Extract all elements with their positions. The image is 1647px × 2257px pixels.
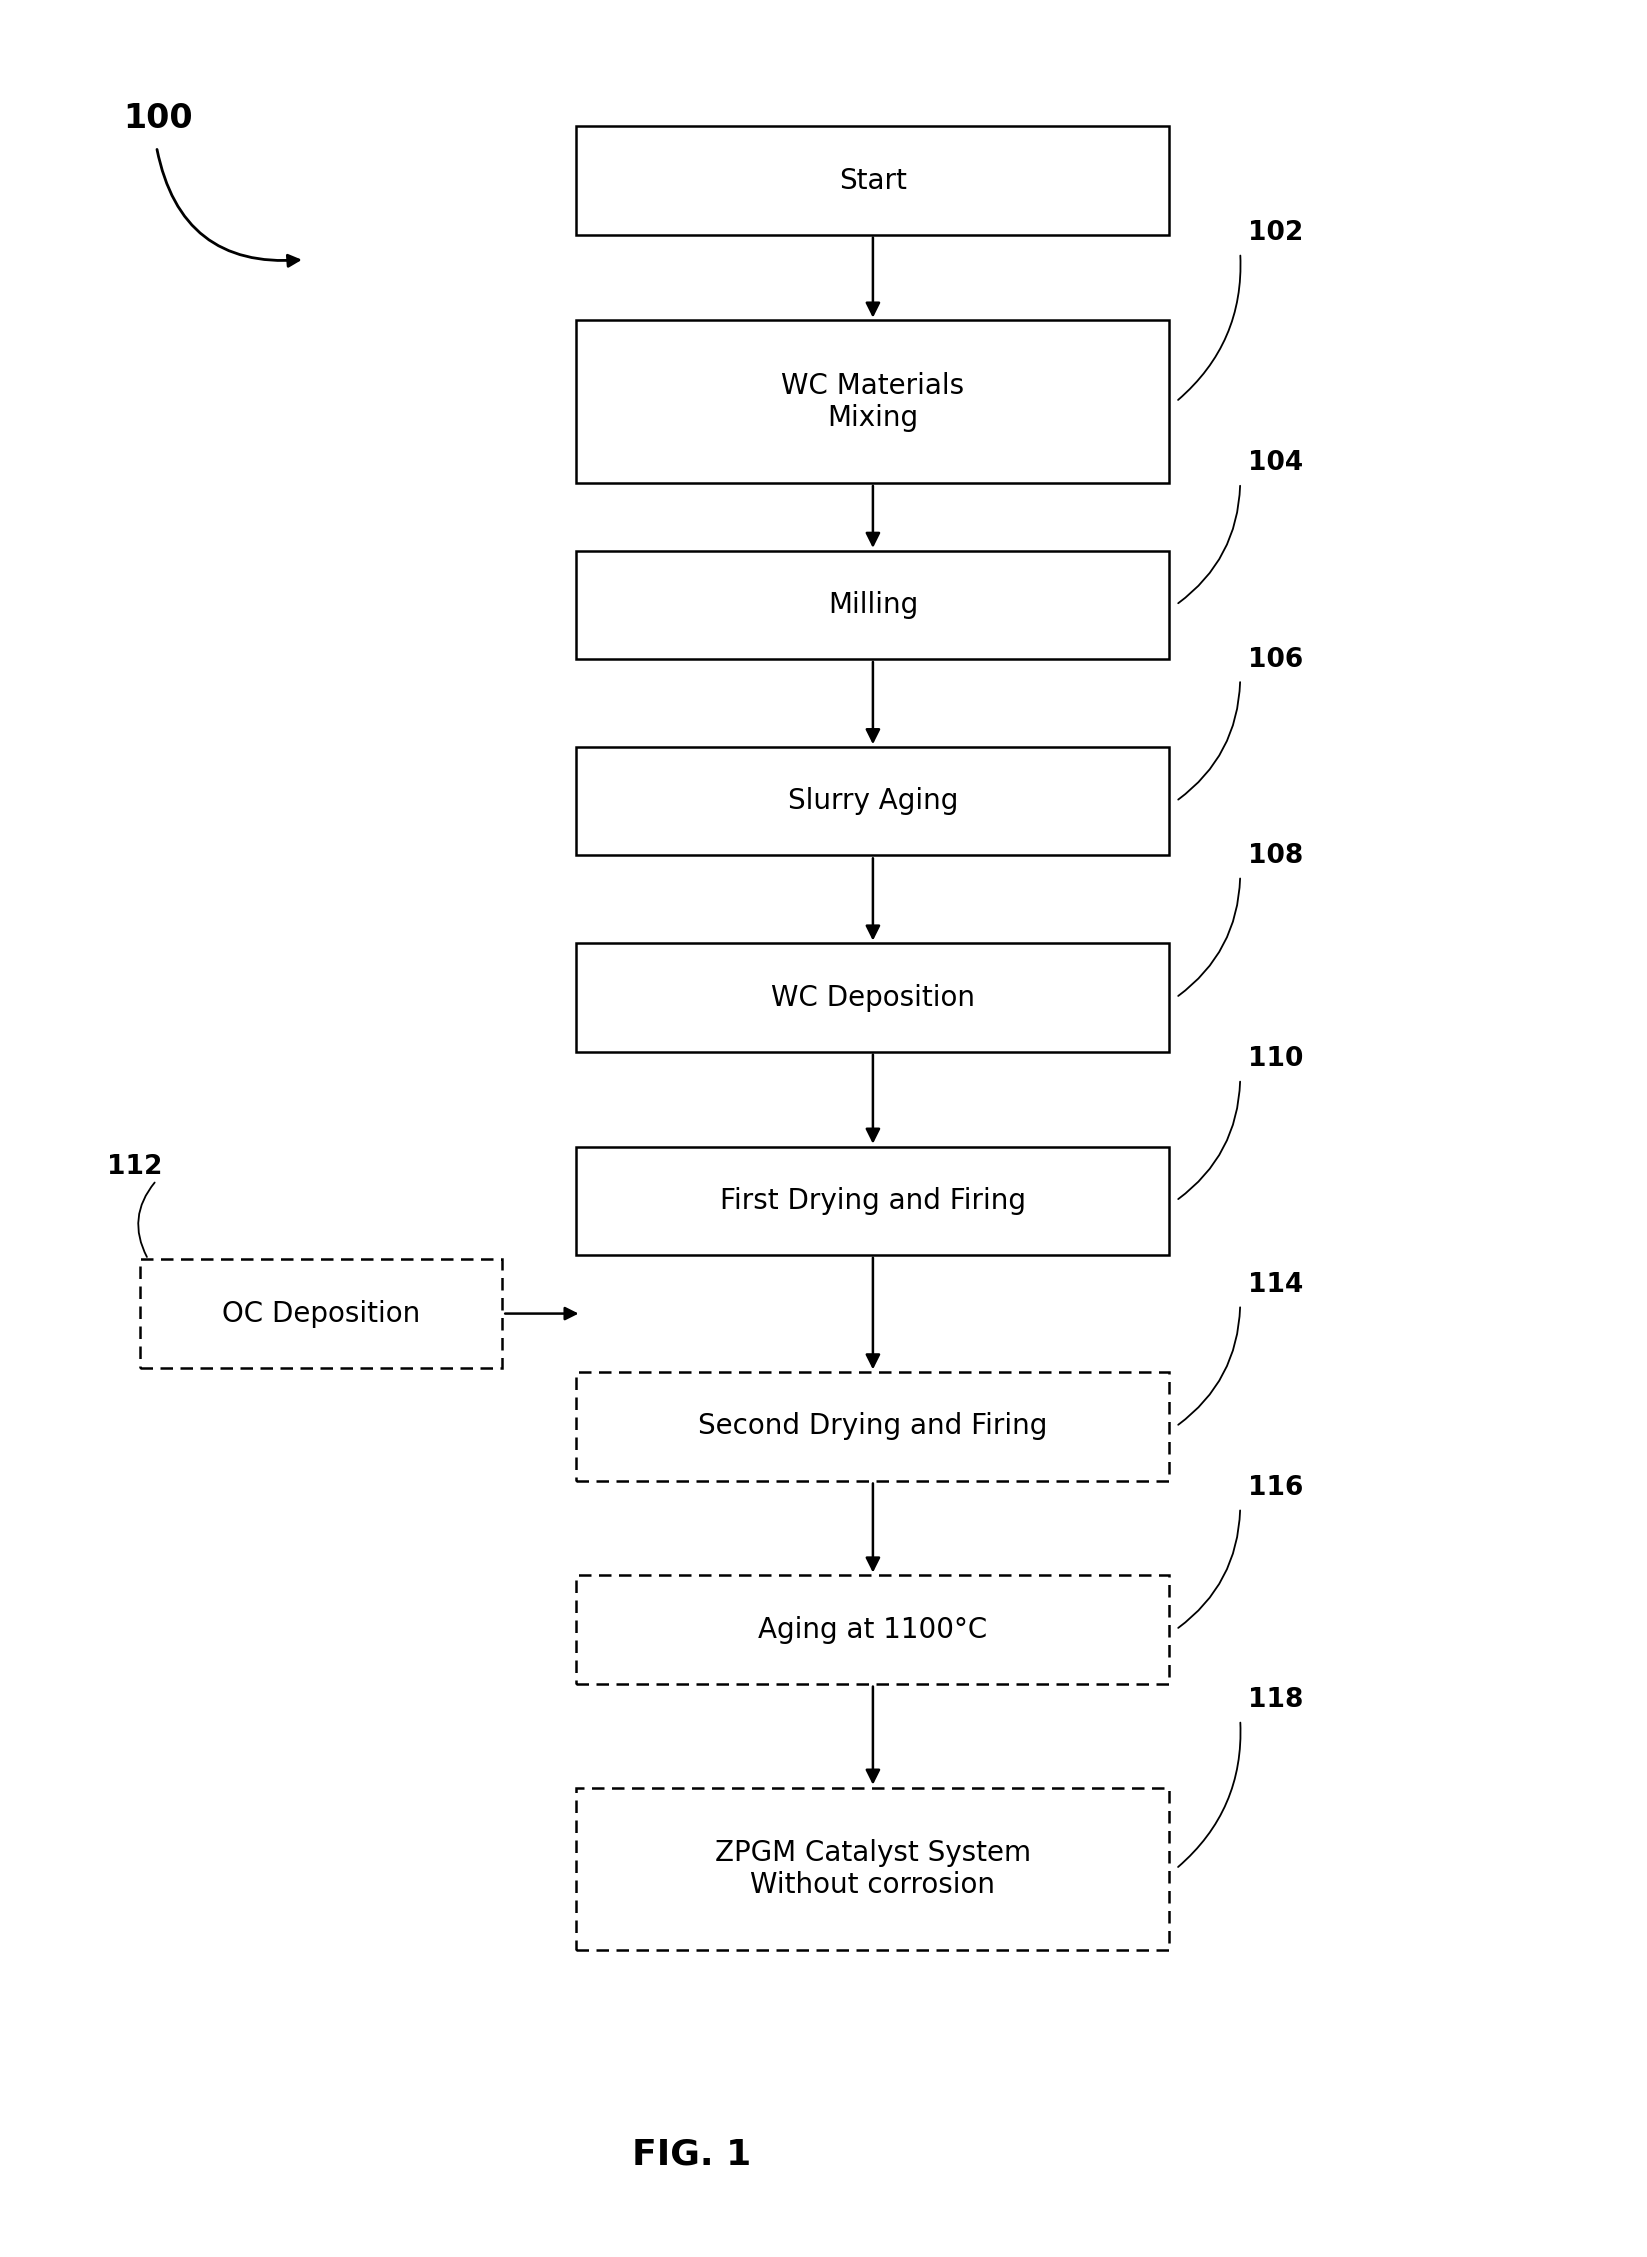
- Text: Start: Start: [838, 167, 907, 194]
- Text: 106: 106: [1248, 646, 1304, 673]
- Text: Slurry Aging: Slurry Aging: [787, 788, 959, 815]
- Text: 108: 108: [1248, 842, 1304, 869]
- Text: Milling: Milling: [828, 591, 917, 618]
- FancyBboxPatch shape: [576, 126, 1169, 235]
- Text: ZPGM Catalyst System
Without corrosion: ZPGM Catalyst System Without corrosion: [715, 1839, 1031, 1898]
- Text: 116: 116: [1248, 1474, 1304, 1501]
- Text: 118: 118: [1248, 1686, 1304, 1713]
- Text: FIG. 1: FIG. 1: [632, 2137, 751, 2171]
- Text: 112: 112: [107, 1153, 163, 1180]
- FancyBboxPatch shape: [576, 1147, 1169, 1255]
- FancyBboxPatch shape: [576, 551, 1169, 659]
- FancyBboxPatch shape: [576, 747, 1169, 855]
- Text: WC Deposition: WC Deposition: [771, 984, 975, 1011]
- FancyBboxPatch shape: [576, 1372, 1169, 1481]
- Text: 100: 100: [124, 102, 193, 135]
- FancyBboxPatch shape: [576, 1788, 1169, 1950]
- FancyBboxPatch shape: [140, 1259, 502, 1368]
- FancyBboxPatch shape: [576, 943, 1169, 1052]
- Text: Aging at 1100°C: Aging at 1100°C: [758, 1616, 988, 1643]
- Text: First Drying and Firing: First Drying and Firing: [720, 1187, 1026, 1214]
- Text: 110: 110: [1248, 1045, 1304, 1072]
- Text: OC Deposition: OC Deposition: [222, 1300, 420, 1327]
- Text: 114: 114: [1248, 1271, 1304, 1298]
- Text: 102: 102: [1248, 219, 1304, 246]
- Text: WC Materials
Mixing: WC Materials Mixing: [781, 372, 965, 431]
- FancyBboxPatch shape: [576, 320, 1169, 483]
- Text: 104: 104: [1248, 449, 1303, 476]
- Text: Second Drying and Firing: Second Drying and Firing: [698, 1413, 1047, 1440]
- FancyBboxPatch shape: [576, 1575, 1169, 1684]
